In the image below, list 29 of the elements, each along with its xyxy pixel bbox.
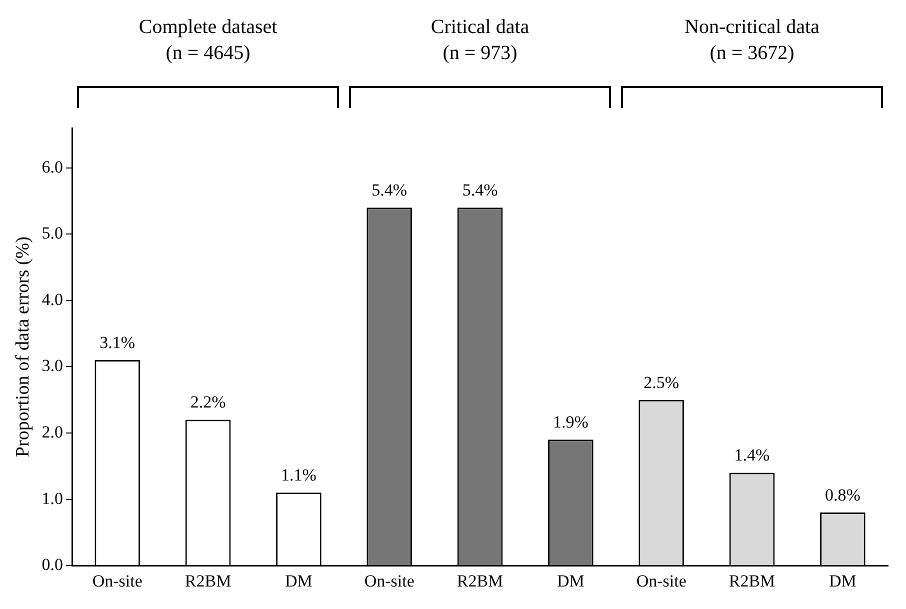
data-label: 0.8% xyxy=(824,486,860,505)
x-tick-label: R2BM xyxy=(184,571,232,590)
data-label: 3.1% xyxy=(100,333,136,352)
data-label: 5.4% xyxy=(462,180,498,200)
x-tick-label: On-site xyxy=(364,571,414,590)
data-label: 5.4% xyxy=(372,180,408,200)
data-label: 2.5% xyxy=(644,372,680,392)
y-tick-label: 6.0 xyxy=(42,157,64,176)
y-tick-label: 4.0 xyxy=(42,290,64,309)
data-label: 1.9% xyxy=(552,412,588,432)
y-tick-label: 1.0 xyxy=(42,488,64,508)
x-tick-label: R2BM xyxy=(456,571,504,590)
y-tick-label: 0.0 xyxy=(42,555,64,574)
data-label: 1.1% xyxy=(280,466,316,485)
y-axis-title: Proportion of data errors (%) xyxy=(12,236,34,458)
x-tick-label: On-site xyxy=(92,571,142,590)
y-tick-label: 3.0 xyxy=(42,356,64,376)
data-label: 2.2% xyxy=(190,392,226,412)
x-tick-label: DM xyxy=(285,571,312,590)
y-tick-label: 5.0 xyxy=(42,224,64,243)
y-tick-label: 2.0 xyxy=(42,422,64,442)
x-tick-label: R2BM xyxy=(728,571,776,590)
x-tick-label: On-site xyxy=(636,571,686,590)
text: Critical data (n = 973) xyxy=(430,15,530,66)
x-tick-label: DM xyxy=(828,571,856,590)
data-label: 1.4% xyxy=(734,446,770,465)
text: Complete dataset (n = 4645) xyxy=(138,15,278,66)
text: Non-critical data (n = 3672) xyxy=(684,15,820,66)
x-tick-label: DM xyxy=(556,571,584,590)
